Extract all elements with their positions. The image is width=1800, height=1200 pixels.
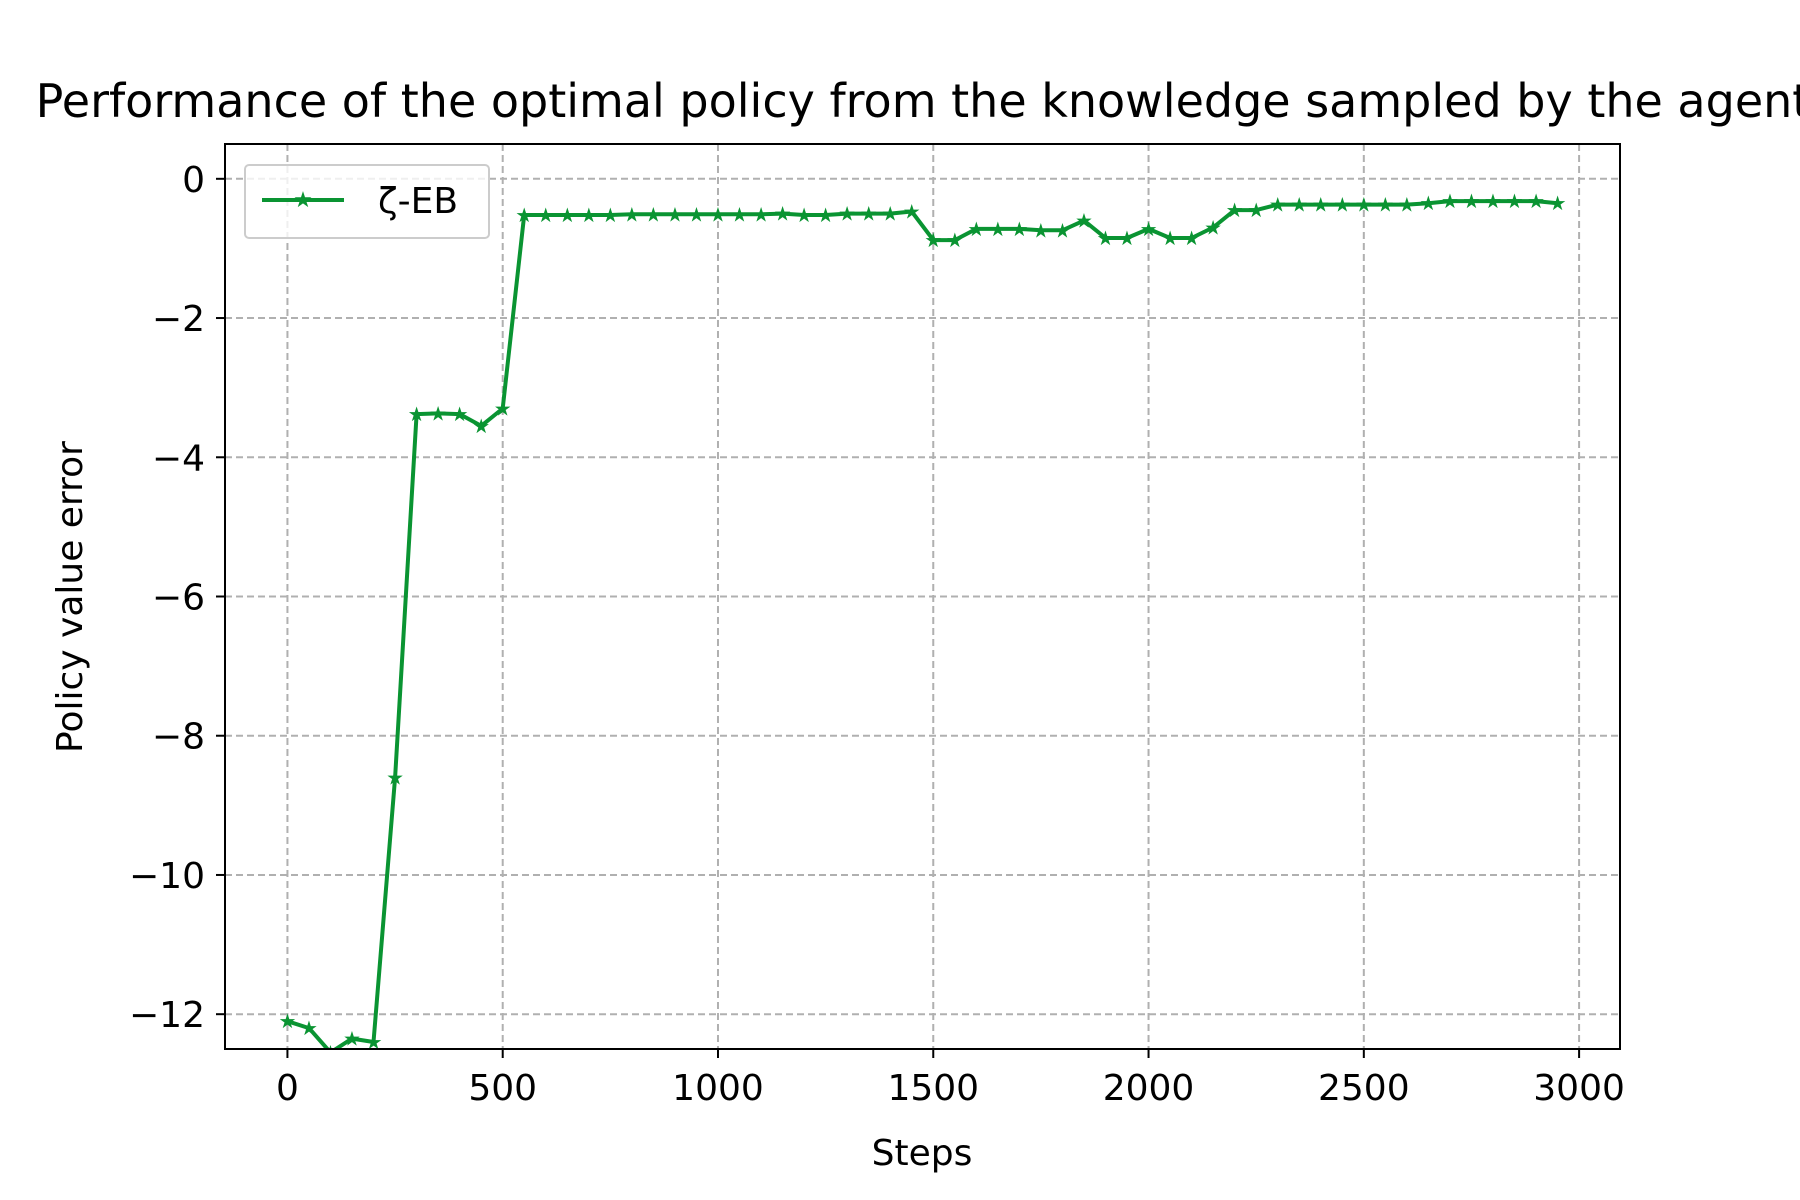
data-point-marker: ★ (709, 202, 727, 226)
data-point-marker: ★ (924, 228, 942, 252)
data-point-marker: ★ (601, 203, 619, 227)
data-point-marker: ★ (515, 203, 533, 227)
data-point-marker: ★ (1247, 198, 1265, 222)
y-tick-label: −10 (129, 856, 205, 897)
data-point-marker: ★ (860, 202, 878, 226)
x-tick-label: 1500 (887, 1068, 979, 1109)
data-point-marker: ★ (1549, 191, 1567, 215)
y-axis-label: Policy value error (50, 441, 91, 753)
data-point-marker: ★ (774, 202, 792, 226)
data-point-marker: ★ (451, 402, 469, 426)
data-point-marker: ★ (752, 202, 770, 226)
data-point-marker: ★ (1441, 189, 1459, 213)
data-point-marker: ★ (1506, 189, 1524, 213)
data-point-marker: ★ (1376, 193, 1394, 217)
data-point-marker: ★ (300, 1016, 318, 1040)
data-point-marker: ★ (817, 203, 835, 227)
data-point-marker: ★ (687, 202, 705, 226)
x-tick-label: 1000 (672, 1068, 764, 1109)
legend-marker-sample: ★ (293, 188, 313, 213)
data-point-marker: ★ (494, 397, 512, 421)
data-point-marker: ★ (644, 202, 662, 226)
data-point-marker: ★ (537, 203, 555, 227)
data-point-marker: ★ (1032, 218, 1050, 242)
data-point-marker: ★ (795, 203, 813, 227)
data-point-marker: ★ (429, 401, 447, 425)
data-point-marker: ★ (558, 203, 576, 227)
data-point-marker: ★ (408, 402, 426, 426)
data-point-marker: ★ (1484, 189, 1502, 213)
data-point-marker: ★ (1398, 193, 1416, 217)
data-point-marker: ★ (1269, 193, 1287, 217)
data-point-marker: ★ (946, 228, 964, 252)
data-point-marker: ★ (1290, 193, 1308, 217)
data-point-marker: ★ (881, 202, 899, 226)
x-axis-ticks: 0 500 1000 1500 2000 2500 3000 (276, 1049, 1625, 1109)
data-point-marker: ★ (472, 414, 490, 438)
series-line (286, 199, 1558, 1049)
data-point-marker: ★ (386, 766, 404, 790)
data-point-marker: ★ (623, 202, 641, 226)
y-tick-label: −8 (152, 717, 205, 758)
data-point-marker: ★ (838, 202, 856, 226)
data-point-marker: ★ (967, 217, 985, 241)
data-point-marker: ★ (365, 1030, 383, 1054)
legend: ★ ζ-EB (244, 164, 490, 239)
data-point-marker: ★ (1312, 193, 1330, 217)
data-point-marker: ★ (343, 1027, 361, 1051)
data-point-marker: ★ (1462, 189, 1480, 213)
data-point-marker: ★ (1053, 218, 1071, 242)
chart-title: Performance of the optimal policy from t… (36, 74, 1800, 128)
data-point-marker: ★ (903, 200, 921, 224)
series-layer: ★ ★★★ ★★★ ★ ★ ★★★ ★ ★ ★ ★ ★ ★ ★ ★ ★ ★ ★ ★ ★ ★ ★ ★ ★ ★★ ★ ★ ★ ★ ★ ★ ★★ ★… (278, 189, 1567, 1064)
data-point-marker: ★ (1075, 209, 1093, 233)
x-tick-label: 3000 (1533, 1068, 1625, 1109)
data-point-marker: ★ (1183, 226, 1201, 250)
y-axis-ticks: 0 −2 −4 −6 −8 −10 −12 (129, 160, 225, 1036)
data-point-marker: ★ (1226, 198, 1244, 222)
x-tick-label: 2500 (1318, 1068, 1410, 1109)
data-point-marker: ★ (1527, 189, 1545, 213)
data-point-marker: ★ (580, 203, 598, 227)
data-point-marker: ★ (1161, 226, 1179, 250)
data-point-marker: ★ (731, 202, 749, 226)
data-point-marker: ★ (1204, 216, 1222, 240)
data-point-marker: ★ (322, 1040, 340, 1064)
data-point-marker: ★ (1419, 191, 1437, 215)
y-tick-label: −2 (152, 299, 205, 340)
legend-box (244, 164, 490, 239)
data-point-marker: ★ (666, 202, 684, 226)
data-point-marker: ★ (1355, 193, 1373, 217)
x-tick-label: 2000 (1103, 1068, 1195, 1109)
data-point-marker: ★ (1097, 226, 1115, 250)
legend-label: ζ-EB (378, 181, 458, 222)
y-tick-label: −12 (129, 995, 205, 1036)
x-tick-label: 500 (468, 1068, 537, 1109)
x-tick-label: 0 (276, 1068, 299, 1109)
x-axis-label: Steps (872, 1133, 973, 1174)
data-point-marker: ★ (278, 1009, 296, 1033)
data-point-marker: ★ (1118, 226, 1136, 250)
y-tick-label: −4 (152, 438, 205, 479)
y-tick-label: 0 (182, 160, 205, 201)
y-tick-label: −6 (152, 578, 205, 619)
grid-lines (225, 144, 1620, 1049)
data-point-marker: ★ (1010, 217, 1028, 241)
data-point-marker: ★ (1140, 217, 1158, 241)
data-point-marker: ★ (989, 217, 1007, 241)
data-point-marker: ★ (1333, 193, 1351, 217)
